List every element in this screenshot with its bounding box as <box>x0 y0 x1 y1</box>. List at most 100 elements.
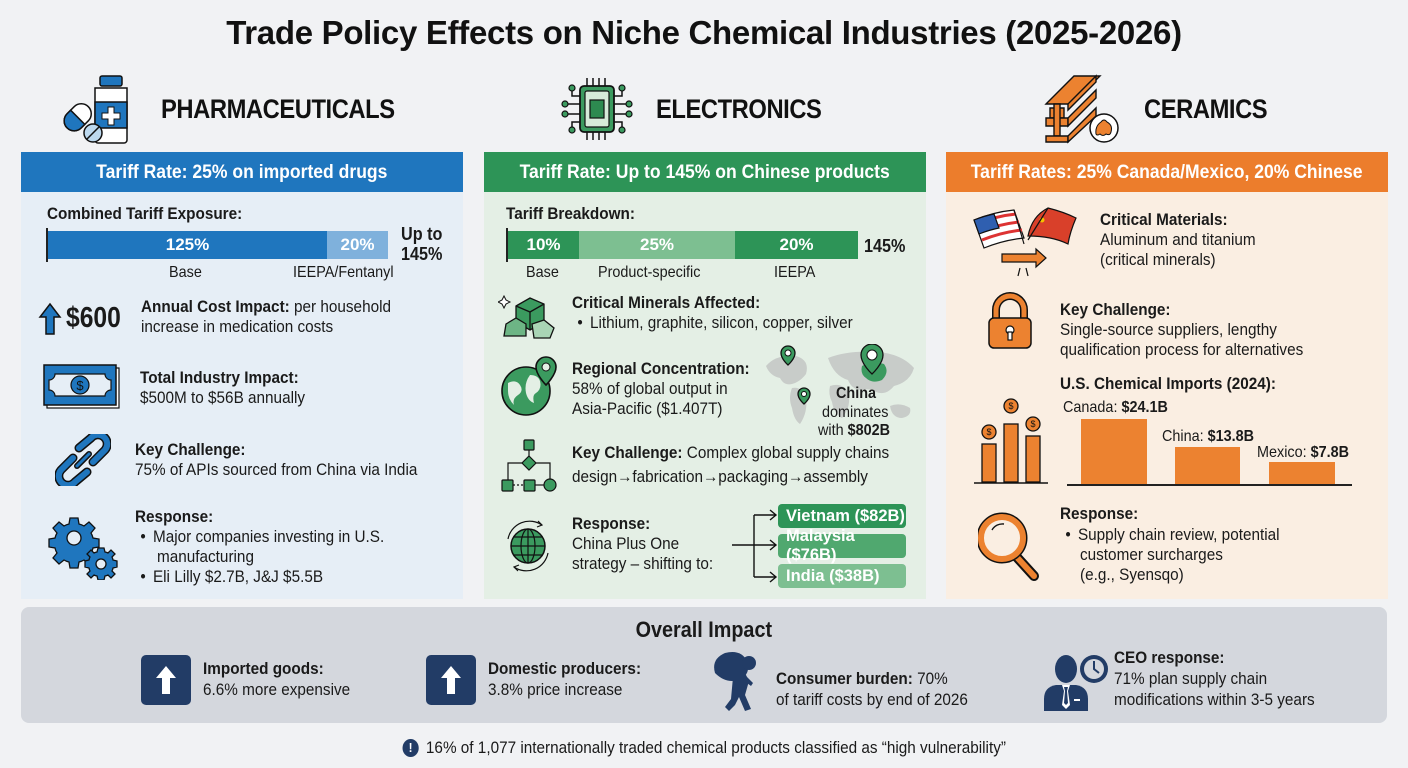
combined-exposure-label: Combined Tariff Exposure: <box>47 204 243 223</box>
ceramics-challenge-label: Key Challenge: <box>1060 300 1171 319</box>
chain-link-icon <box>55 434 111 486</box>
imports-label: U.S. Chemical Imports (2024): <box>1060 374 1276 393</box>
ceramics-response-label: Response: <box>1060 504 1139 523</box>
domestic-producers-label: Domestic producers: <box>488 659 642 678</box>
imported-goods-label: Imported goods: <box>203 659 324 678</box>
cost-text-line2: increase in medication costs <box>141 317 334 336</box>
magnifying-glass-icon <box>978 512 1039 581</box>
steel-beam-ore-icon <box>1044 74 1119 144</box>
destination-malaysia: Malaysia ($76B) <box>778 527 906 564</box>
bar-label-ieepa: IEEPA <box>774 264 816 281</box>
imported-goods-text: 6.6% more expensive <box>203 680 351 699</box>
bar-segment-ieepa: 20% <box>735 231 858 259</box>
destination-india: India ($38B) <box>778 564 906 588</box>
cost-amount: $600 <box>66 302 121 334</box>
pharma-response-bullet-1: Major companies investing in U.S. <box>135 527 384 547</box>
ceo-clock-icon <box>1044 655 1108 711</box>
domestic-producers-text: 3.8% price increase <box>488 680 623 699</box>
imports-axis <box>1067 484 1352 486</box>
pharma-panel: Tariff Rate: 25% on imported drugs Combi… <box>21 152 463 599</box>
electronics-challenge-line2: design→fabrication→packaging→assembly <box>572 467 868 486</box>
bar-label-base: Base <box>526 264 559 281</box>
materials-line2: (critical minerals) <box>1100 250 1216 269</box>
ceramics-title: CERAMICS <box>1144 93 1268 124</box>
svg-text:$: $ <box>986 427 991 437</box>
microchip-icon <box>561 78 633 140</box>
imports-china-label: China: $13.8B <box>1162 428 1255 445</box>
imports-canada-label: Canada: $24.1B <box>1063 399 1168 416</box>
industry-impact-text: $500M to $56B annually <box>140 388 306 407</box>
pharma-response-label: Response: <box>135 507 214 526</box>
industry-impact-label: Total Industry Impact: <box>140 368 299 387</box>
arrow-up-icon <box>38 302 62 335</box>
imports-bar-china <box>1175 447 1240 484</box>
imports-bar-mexico <box>1269 462 1335 484</box>
overall-impact-panel: Overall Impact Imported goods: 6.6% more… <box>21 607 1387 723</box>
svg-text:$: $ <box>76 378 84 393</box>
svg-text:$: $ <box>1030 419 1035 429</box>
tariff-breakdown-label: Tariff Breakdown: <box>506 204 635 223</box>
footer-text: 16% of 1,077 internationally traded chem… <box>425 737 1006 757</box>
overall-impact-title: Overall Impact <box>635 617 773 642</box>
regional-line-1: 58% of global output in <box>572 379 728 398</box>
materials-label: Critical Materials: <box>1100 210 1228 229</box>
money-bill-icon: $ <box>43 364 120 409</box>
gears-icon <box>48 517 118 580</box>
pharma-tariff-bar: 125% 20% <box>48 231 388 259</box>
footer-note: ! 16% of 1,077 internationally traded ch… <box>0 737 1408 758</box>
electronics-response-line2: strategy – shifting to: <box>572 554 714 573</box>
electronics-total: 145% <box>864 236 906 256</box>
consumer-burden-line1: Consumer burden: 70% <box>776 669 948 688</box>
imports-mexico-label: Mexico: $7.8B <box>1257 444 1350 461</box>
pharma-challenge-text: 75% of APIs sourced from China via India <box>135 460 418 479</box>
cost-text-line1: Annual Cost Impact: per household <box>141 297 392 316</box>
minerals-text: Lithium, graphite, silicon, copper, silv… <box>572 313 853 333</box>
us-china-flags-icon <box>973 207 1077 277</box>
ceramics-response-line2: customer surcharges <box>1080 545 1223 564</box>
map-dominates-text: dominates <box>822 404 889 421</box>
ceo-response-line1: 71% plan supply chain <box>1114 669 1268 688</box>
destination-vietnam: Vietnam ($82B) <box>778 504 906 528</box>
globe-cycle-icon <box>507 520 549 572</box>
ceo-response-line2: modifications within 3-5 years <box>1114 690 1315 709</box>
regional-label: Regional Concentration: <box>572 359 750 378</box>
pharma-title: PHARMACEUTICALS <box>161 93 395 124</box>
map-value-text: with $802B <box>818 422 891 439</box>
consumer-burden-line2: of tariff costs by end of 2026 <box>776 690 968 709</box>
bar-segment-base: 10% <box>508 231 579 259</box>
electronics-response-label: Response: <box>572 514 651 533</box>
bar-segment-ieepa: 20% <box>327 231 388 259</box>
pharma-total-line1: Up to <box>401 224 443 244</box>
ceo-response-label: CEO response: <box>1114 648 1225 667</box>
branch-arrows-icon <box>732 509 778 583</box>
svg-text:$: $ <box>1008 401 1013 411</box>
pharma-challenge-label: Key Challenge: <box>135 440 246 459</box>
electronics-challenge-line1: Key Challenge: Complex global supply cha… <box>572 443 890 462</box>
electronics-header: ELECTRONICS <box>560 72 844 146</box>
pharma-total-line2: 145% <box>401 244 443 264</box>
ceramics-header: CERAMICS <box>1040 72 1284 146</box>
map-china-label: China <box>836 385 877 402</box>
arrow-up-icon <box>141 655 191 705</box>
bar-segment-product: 25% <box>579 231 735 259</box>
world-map-icon <box>766 344 914 424</box>
regional-line-2: Asia-Pacific ($1.407T) <box>572 399 723 418</box>
ceramics-tariff-banner: Tariff Rates: 25% Canada/Mexico, 20% Chi… <box>946 152 1388 192</box>
electronics-panel: Tariff Rate: Up to 145% on Chinese produ… <box>484 152 926 599</box>
burdened-person-icon <box>714 652 756 711</box>
pharma-tariff-banner: Tariff Rate: 25% on imported drugs <box>21 152 463 192</box>
electronics-response-line1: China Plus One <box>572 534 680 553</box>
ceramics-panel: Tariff Rates: 25% Canada/Mexico, 20% Chi… <box>946 152 1388 599</box>
exclamation-icon: ! <box>402 738 419 757</box>
page-title: Trade Policy Effects on Niche Chemical I… <box>226 14 1182 51</box>
imports-bar-canada <box>1081 419 1147 484</box>
pharma-header: PHARMACEUTICALS <box>55 72 427 146</box>
globe-pin-icon <box>501 356 557 416</box>
ceramics-challenge-line1: Single-source suppliers, lengthy <box>1060 320 1277 339</box>
padlock-icon <box>988 292 1032 349</box>
bar-label-ieepa: IEEPA/Fentanyl <box>293 264 394 281</box>
ceramics-response-line1: Supply chain review, potential <box>1060 525 1280 545</box>
arrow-up-icon <box>426 655 476 705</box>
bar-label-base: Base <box>169 264 202 281</box>
bar-segment-base: 125% <box>48 231 327 259</box>
